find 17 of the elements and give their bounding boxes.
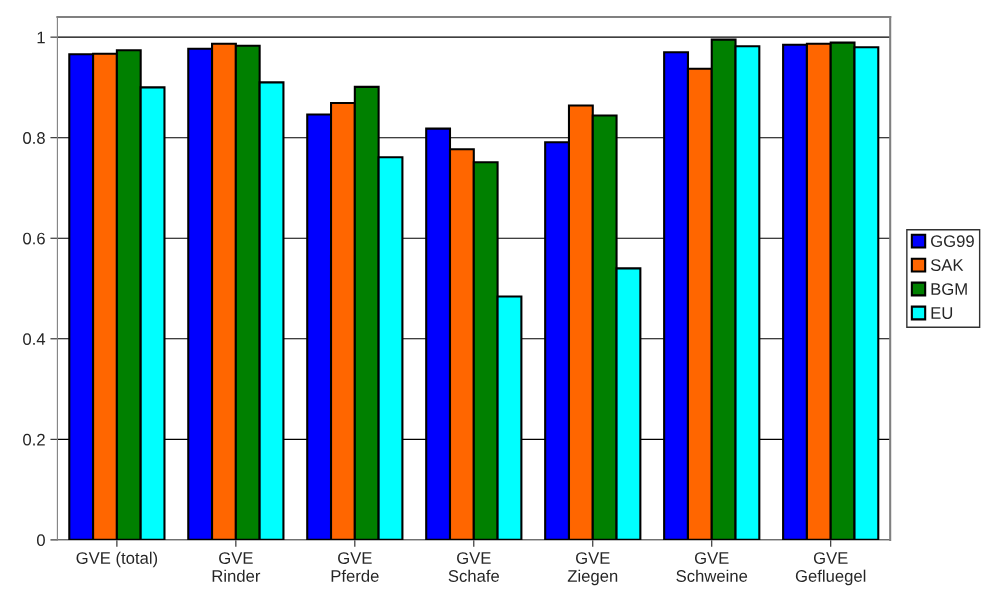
x-tick-label: GVE Schweine [676, 552, 748, 582]
y-tick-label: 0 [36, 534, 45, 547]
legend-label: SAK [930, 259, 964, 271]
legend-label: BGM [931, 283, 967, 295]
x-tick-label: GVE (total) [76, 551, 158, 568]
x-tick-label: GVE Rinder [212, 552, 261, 582]
legend-label: GG99 [931, 235, 974, 248]
legend-label: EU [931, 307, 953, 319]
x-tick-label: GVE Gefluegel [795, 552, 866, 586]
y-tick-label: 0.2 [23, 433, 45, 446]
y-tick-label: 0.4 [23, 333, 46, 345]
x-tick-label: GVE Pferde [331, 552, 379, 582]
y-tick-label: 1 [37, 31, 45, 44]
y-tick-label: 0.6 [23, 232, 45, 245]
y-tick-label: 0.8 [23, 132, 45, 144]
x-tick-label: GVE Schafe [448, 552, 499, 582]
x-tick-label: GVE Ziegen [567, 552, 618, 586]
